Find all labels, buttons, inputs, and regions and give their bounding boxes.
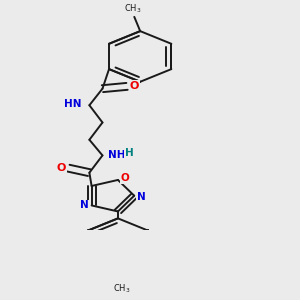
Text: O: O	[121, 173, 130, 183]
Text: H: H	[125, 148, 134, 158]
Text: N: N	[80, 200, 89, 210]
Text: O: O	[130, 81, 139, 92]
Text: NH: NH	[108, 149, 126, 160]
Text: N: N	[137, 192, 146, 202]
Text: CH$_3$: CH$_3$	[124, 2, 141, 15]
Text: CH$_3$: CH$_3$	[113, 282, 130, 295]
Text: HN: HN	[64, 99, 81, 109]
Text: O: O	[56, 163, 66, 173]
